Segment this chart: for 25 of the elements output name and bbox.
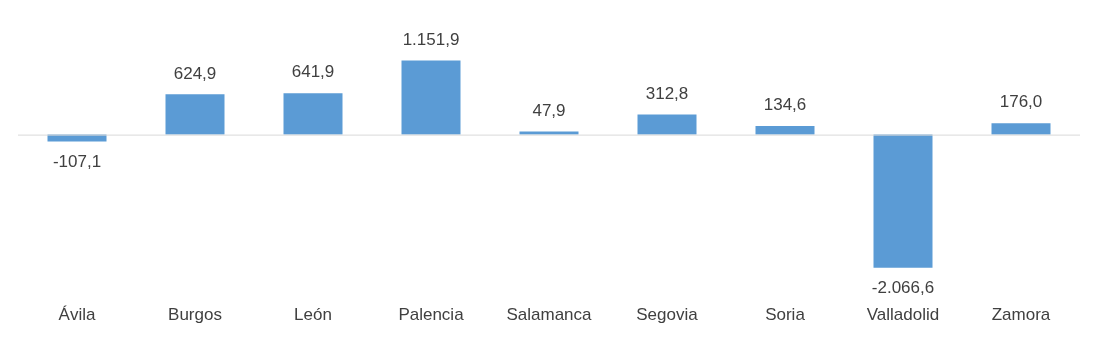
bar [283,93,343,135]
data-label: 312,8 [645,83,689,103]
x-tick-label: Zamora [991,305,1051,325]
x-tick-label: Ávila [58,305,96,325]
x-tick-label: Salamanca [506,305,593,325]
x-tick-label: Segovia [636,305,699,325]
data-label: 1.151,9 [402,29,460,49]
data-label: 176,0 [999,92,1043,112]
data-label: 641,9 [291,62,335,82]
data-label: 134,6 [763,95,807,115]
bar [165,94,225,135]
data-label: -107,1 [52,151,102,171]
bar [755,125,815,135]
x-tick-label: Valladolid [866,305,940,325]
x-tick-label: Palencia [398,305,465,325]
data-label: -2.066,6 [871,277,935,297]
bar [637,114,697,135]
data-label: 624,9 [173,63,217,83]
data-label: 47,9 [532,100,566,120]
x-tick-label: León [294,305,332,325]
bar [401,60,461,135]
bar [991,123,1051,135]
x-tick-label: Burgos [168,305,222,325]
x-tick-label: Soria [765,305,806,325]
bar [873,134,933,268]
